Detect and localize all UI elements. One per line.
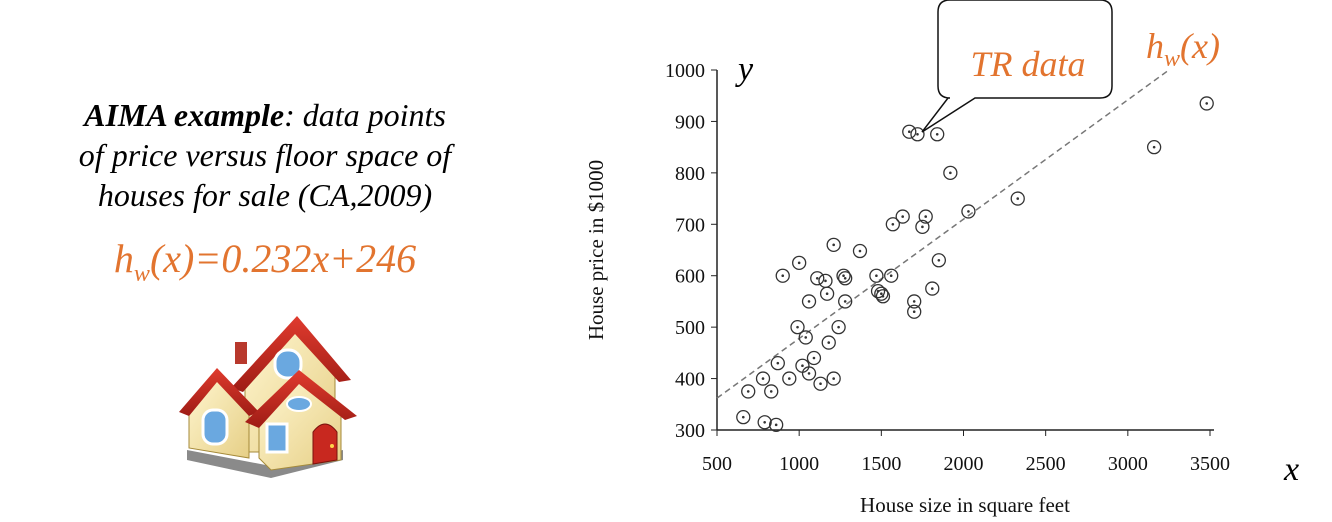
data-point	[795, 358, 810, 373]
data-point	[782, 371, 797, 386]
house-icon	[179, 316, 357, 478]
x-tick-label: 500	[702, 453, 732, 475]
data-point	[836, 268, 851, 283]
axis-ticks: 500 1000 1500 2000 2500 3000 3500 300 400 500 600 7…	[665, 60, 1230, 475]
data-point	[930, 127, 945, 142]
fit-line-label: hw(x)	[1146, 26, 1220, 72]
data-point	[852, 243, 868, 259]
chart-axes	[716, 70, 1214, 431]
y-tick-label: 400	[675, 369, 705, 391]
data-point	[770, 355, 785, 371]
y-tick-label: 300	[675, 420, 705, 442]
data-point	[925, 281, 940, 296]
data-point	[907, 304, 922, 319]
data-point	[764, 384, 779, 399]
y-variable-label: y	[735, 51, 754, 88]
data-point	[918, 209, 933, 224]
callout-bubble	[921, 0, 1113, 133]
x-tick-label: 3000	[1108, 453, 1148, 475]
data-point	[874, 286, 889, 301]
data-point	[826, 237, 841, 253]
data-point	[895, 209, 910, 224]
data-point	[961, 204, 976, 219]
description-line-1: AIMA example: data points	[84, 97, 446, 133]
x-tick-label: 2000	[944, 453, 984, 475]
data-point	[902, 124, 917, 139]
data-point	[1146, 139, 1162, 155]
example-title: AIMA example	[84, 97, 285, 133]
data-point	[755, 371, 771, 386]
data-point	[910, 127, 925, 142]
data-point	[875, 289, 891, 304]
data-point	[826, 371, 841, 386]
data-point	[931, 253, 946, 268]
data-point	[907, 294, 922, 309]
data-point	[801, 366, 817, 381]
y-tick-label: 800	[675, 163, 705, 185]
y-axis-label: House price in $1000	[584, 160, 608, 340]
description-line-2: of price versus floor space of	[78, 137, 452, 173]
hypothesis-formula: hw(x)=0.232x+246	[113, 236, 417, 287]
data-point	[792, 255, 807, 271]
data-point	[741, 384, 756, 399]
regression-line	[716, 69, 1170, 399]
data-point	[798, 330, 813, 345]
data-point	[943, 165, 958, 181]
x-axis-label: House size in square feet	[860, 493, 1070, 517]
callout-text: TR data	[970, 44, 1085, 84]
data-point	[810, 271, 825, 286]
x-tick-label: 1000	[779, 453, 819, 475]
data-point	[838, 294, 853, 309]
y-tick-label: 600	[675, 266, 705, 288]
data-point	[885, 217, 900, 232]
x-variable-label: x	[1283, 451, 1299, 488]
data-point	[838, 271, 853, 286]
data-point	[736, 409, 751, 425]
data-point	[769, 417, 784, 433]
data-point	[915, 219, 930, 235]
data-point	[757, 415, 772, 430]
y-tick-label: 700	[675, 214, 705, 236]
x-tick-label: 2500	[1026, 453, 1066, 475]
data-point	[831, 319, 846, 335]
x-tick-label: 3500	[1190, 453, 1230, 475]
data-point	[869, 268, 884, 283]
data-point	[1199, 96, 1214, 111]
data-point	[884, 268, 899, 283]
data-point	[821, 335, 836, 350]
description-line-3: houses for sale (CA,2009)	[97, 177, 433, 213]
data-points	[736, 96, 1214, 433]
data-point	[813, 376, 828, 391]
data-point	[790, 319, 805, 335]
y-tick-label: 1000	[665, 60, 705, 82]
data-point	[818, 273, 833, 289]
data-point	[806, 350, 822, 366]
data-point	[819, 286, 835, 301]
description-text: AIMA example: data points of price versu…	[0, 95, 530, 215]
data-point	[775, 268, 790, 283]
data-point	[1010, 191, 1025, 206]
x-tick-label: 1500	[861, 453, 901, 475]
y-tick-label: 500	[675, 317, 705, 339]
y-tick-label: 900	[675, 111, 705, 133]
data-point	[801, 294, 817, 309]
